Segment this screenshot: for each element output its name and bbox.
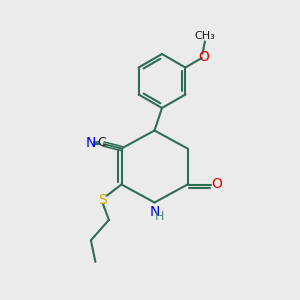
Text: C: C	[98, 136, 106, 149]
Text: O: O	[199, 50, 209, 64]
Text: N: N	[86, 136, 96, 150]
Text: O: O	[211, 178, 222, 191]
Text: N: N	[149, 205, 160, 218]
Text: H: H	[155, 209, 165, 223]
Text: S: S	[98, 193, 107, 206]
Text: CH₃: CH₃	[194, 31, 215, 41]
